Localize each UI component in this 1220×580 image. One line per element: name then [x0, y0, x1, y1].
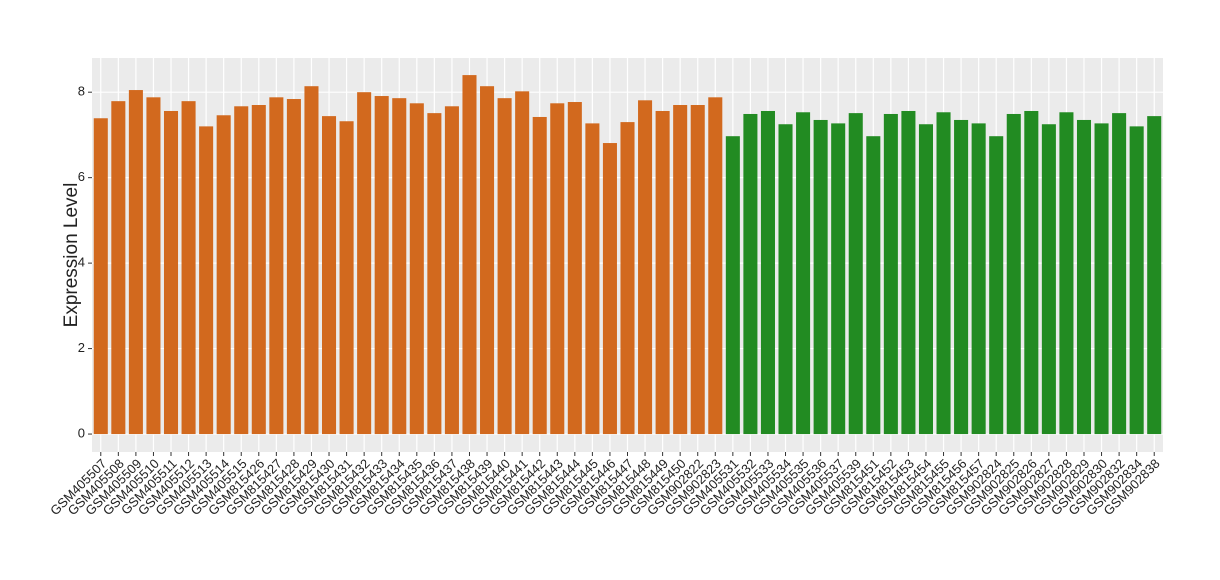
bar	[638, 100, 653, 435]
bar	[532, 116, 547, 435]
bar	[883, 113, 898, 435]
bar	[480, 86, 495, 435]
bar	[690, 105, 705, 435]
bar	[1112, 113, 1127, 435]
bar	[322, 116, 337, 435]
bar	[392, 98, 407, 435]
bar	[1076, 119, 1092, 435]
bar	[199, 126, 214, 435]
bar	[918, 124, 933, 435]
bar	[128, 90, 143, 435]
bar	[1147, 116, 1162, 435]
bar	[936, 112, 951, 435]
y-axis-label: Expression Level	[61, 183, 82, 328]
bar	[146, 97, 161, 435]
bar	[251, 105, 266, 435]
y-tick-label: 8	[78, 84, 85, 99]
y-tick-label: 6	[78, 169, 85, 184]
bar	[339, 121, 354, 435]
bar	[1129, 126, 1144, 435]
bar	[427, 113, 442, 435]
bar	[216, 115, 231, 435]
bar	[163, 110, 179, 435]
y-tick-label: 2	[78, 340, 85, 355]
bar	[497, 98, 512, 435]
bar	[234, 106, 249, 435]
bar	[585, 123, 600, 435]
bar	[567, 102, 582, 435]
bar	[655, 110, 670, 435]
bar	[181, 101, 196, 435]
bar	[866, 136, 881, 435]
bar	[93, 118, 108, 435]
bar	[1094, 123, 1109, 435]
bar	[409, 103, 424, 435]
bar	[725, 136, 740, 435]
bar	[831, 123, 846, 435]
bar	[796, 112, 811, 435]
bar	[708, 97, 723, 435]
bar	[602, 143, 617, 435]
bar	[1041, 124, 1056, 435]
bar	[269, 97, 284, 435]
bar	[760, 110, 775, 435]
bar	[743, 113, 758, 435]
bar	[1059, 112, 1074, 435]
bar	[444, 106, 459, 435]
bar	[1006, 113, 1021, 435]
bar	[550, 103, 565, 435]
bar	[673, 105, 688, 435]
y-tick-label: 0	[78, 425, 85, 440]
bar	[286, 99, 301, 435]
bar	[357, 92, 372, 435]
bar	[813, 119, 828, 435]
bar	[901, 110, 916, 435]
bar	[971, 123, 986, 435]
bar	[1024, 110, 1039, 435]
bar	[374, 96, 389, 435]
y-tick-label: 4	[78, 255, 85, 270]
bar	[462, 75, 477, 435]
bar	[989, 136, 1004, 435]
bar	[848, 113, 863, 435]
bar	[304, 86, 319, 435]
bar	[954, 119, 969, 435]
bar	[778, 124, 793, 435]
bar	[620, 122, 635, 435]
bar	[111, 101, 126, 435]
bar	[515, 91, 530, 435]
